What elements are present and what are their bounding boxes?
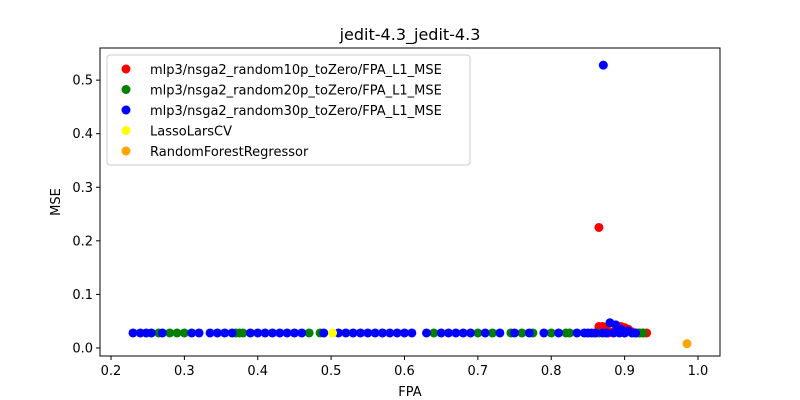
data-point-series-2 — [638, 328, 648, 338]
legend-marker — [121, 126, 131, 135]
y-tick-label: 0.2 — [72, 234, 93, 249]
data-point-series-5 — [682, 339, 692, 349]
data-point-series-3 — [348, 328, 358, 338]
data-point-series-3 — [392, 328, 402, 338]
data-point-series-3 — [422, 328, 432, 338]
x-tick-label: 0.2 — [101, 364, 122, 379]
legend-entry-label: mlp3/nsga2_random30p_toZero/FPA_L1_MSE — [150, 104, 442, 119]
data-point-series-3 — [627, 328, 637, 338]
x-axis: 0.2 0.3 0.4 0.5 0.6 0.7 0.8 0.9 1.0 — [101, 356, 709, 379]
data-point-series-3 — [355, 328, 365, 338]
data-point-series-3 — [297, 328, 307, 338]
y-tick-label: 0.0 — [72, 341, 93, 356]
data-point-series-3 — [157, 328, 167, 338]
data-point-series-3 — [220, 328, 230, 338]
data-point-series-3 — [275, 328, 285, 338]
data-point-series-3 — [466, 328, 476, 338]
data-point-series-2 — [304, 328, 314, 338]
data-point-series-3 — [267, 328, 277, 338]
data-point-series-2 — [565, 328, 575, 338]
data-point-series-3 — [341, 328, 351, 338]
x-axis-label: FPA — [398, 385, 421, 400]
data-point-series-3 — [601, 328, 611, 338]
data-point-series-3 — [407, 328, 417, 338]
legend-box — [106, 54, 471, 166]
legend-marker — [121, 105, 131, 115]
data-point-series-3 — [444, 328, 454, 338]
data-point-series-3 — [289, 328, 299, 338]
points-layer — [128, 60, 692, 349]
data-point-series-2 — [179, 328, 189, 338]
x-tick-label: 0.7 — [468, 364, 489, 379]
data-point-series-3 — [377, 328, 387, 338]
data-point-series-3 — [212, 328, 222, 338]
legend-entry-label: mlp3/nsga2_random10p_toZero/FPA_L1_MSE — [150, 63, 442, 78]
data-point-series-1 — [594, 222, 604, 232]
data-point-series-3 — [194, 328, 204, 338]
data-point-series-3 — [363, 328, 373, 338]
data-point-series-3 — [598, 60, 608, 70]
data-point-series-3 — [187, 328, 197, 338]
x-tick-label: 0.6 — [394, 364, 415, 379]
data-point-series-3 — [436, 328, 446, 338]
x-tick-label: 0.4 — [247, 364, 268, 379]
data-point-series-3 — [539, 328, 549, 338]
data-point-series-3 — [590, 328, 600, 338]
data-point-series-2 — [517, 328, 527, 338]
data-point-series-3 — [370, 328, 380, 338]
legend-entry-label: mlp3/nsga2_random20p_toZero/FPA_L1_MSE — [150, 84, 442, 99]
y-axis: 0.0 0.1 0.2 0.3 0.4 0.5 — [72, 74, 100, 356]
data-point-series-2 — [546, 328, 556, 338]
legend-marker — [121, 64, 131, 74]
data-point-series-2 — [172, 328, 182, 338]
data-point-series-2 — [429, 328, 439, 338]
data-point-series-3 — [146, 328, 156, 338]
data-point-series-3 — [620, 328, 630, 338]
x-tick-label: 0.5 — [321, 364, 342, 379]
data-point-series-4 — [328, 328, 338, 338]
data-point-series-3 — [260, 328, 270, 338]
y-tick-label: 0.5 — [72, 74, 93, 89]
legend: mlp3/nsga2_random10p_toZero/FPA_L1_MSEml… — [106, 54, 471, 166]
data-point-series-3 — [319, 328, 329, 338]
data-point-series-3 — [451, 328, 461, 338]
data-point-series-3 — [510, 328, 520, 338]
data-point-series-3 — [227, 328, 237, 338]
data-point-series-3 — [495, 328, 505, 338]
data-point-series-3 — [245, 328, 255, 338]
data-point-series-2 — [488, 328, 498, 338]
data-point-series-3 — [205, 328, 215, 338]
data-point-series-3 — [253, 328, 263, 338]
data-point-series-2 — [473, 328, 483, 338]
data-point-series-3 — [458, 328, 468, 338]
data-point-series-3 — [524, 328, 534, 338]
data-point-series-3 — [480, 328, 490, 338]
plot-frame — [99, 47, 721, 357]
y-tick-label: 0.4 — [72, 127, 93, 142]
data-point-series-3 — [282, 328, 292, 338]
x-tick-label: 1.0 — [688, 364, 709, 379]
y-axis-label: MSE — [49, 188, 64, 216]
data-point-series-3 — [572, 328, 582, 338]
legend-marker — [121, 85, 131, 94]
data-point-series-3 — [399, 328, 409, 338]
legend-entry-label: LassoLarsCV — [150, 125, 232, 140]
y-tick-label: 0.3 — [72, 181, 93, 196]
x-tick-label: 0.3 — [174, 364, 195, 379]
data-point-series-3 — [554, 328, 564, 338]
legend-entry-label: RandomForestRegressor — [150, 145, 309, 160]
y-tick-label: 0.1 — [72, 288, 93, 303]
data-point-series-3 — [128, 328, 138, 338]
chart-title: jedit-4.3_jedit-4.3 — [339, 25, 481, 45]
legend-marker — [121, 146, 131, 156]
x-tick-label: 0.8 — [541, 364, 562, 379]
data-point-series-2 — [165, 328, 175, 338]
x-tick-label: 0.9 — [614, 364, 635, 379]
data-point-series-3 — [385, 328, 395, 338]
data-point-series-2 — [238, 328, 248, 338]
